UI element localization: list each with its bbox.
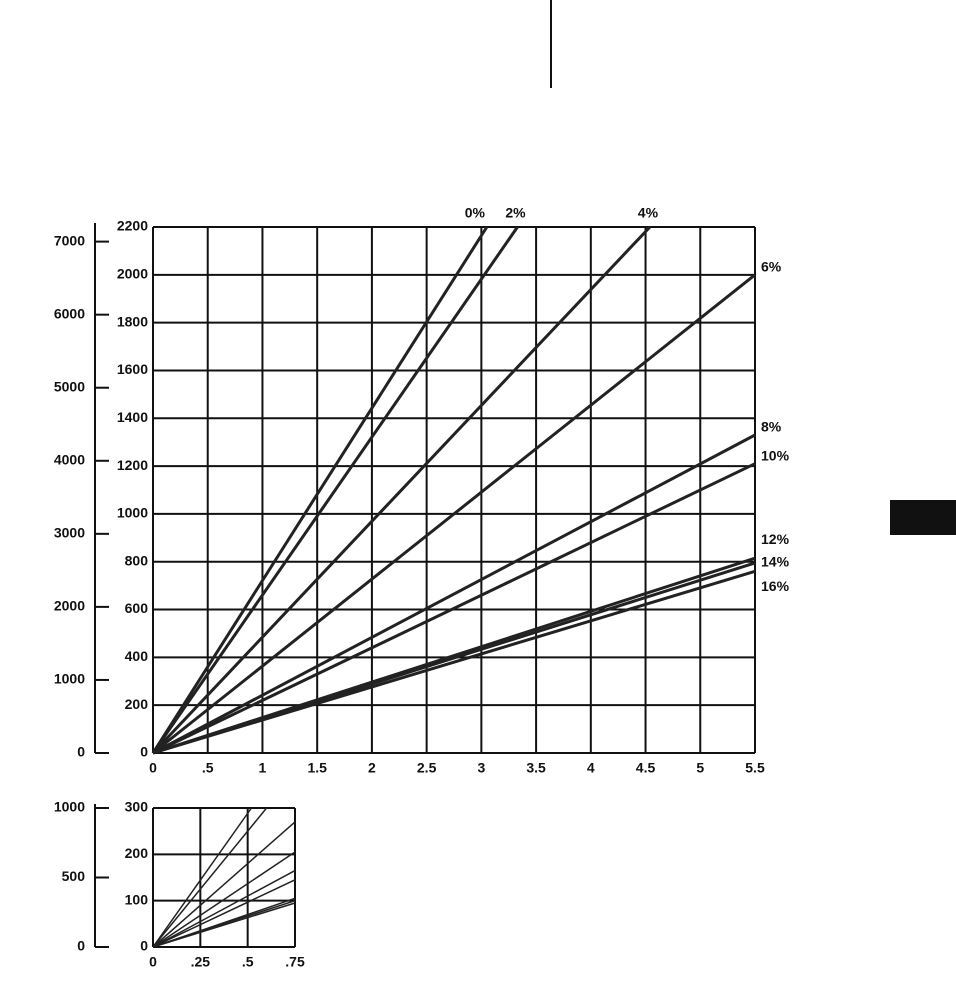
y2-tick-label: 4000 [54,451,85,467]
y2-tick-label: 7000 [54,232,85,248]
y-tick-label: 1800 [117,313,148,329]
series-label: 16% [761,578,790,594]
series-line [151,225,652,755]
x-tick-label: 0 [149,760,157,776]
series-line [152,821,296,948]
y-tick-label: 200 [125,696,149,712]
series-line [152,902,296,948]
series-label: 14% [761,554,790,570]
y2-tick-label: 5000 [54,378,85,394]
y-tick-label: 800 [125,552,149,568]
series-line [152,807,268,948]
y-tick-label: 1200 [117,457,148,473]
y2-tick-label: 1000 [54,799,85,815]
x-tick-label: .5 [202,760,214,776]
series-label: 10% [761,447,790,463]
y2-tick-label: 6000 [54,305,85,321]
series-label: 8% [761,419,782,435]
y-tick-label: 600 [125,600,149,616]
series-label: 6% [761,259,782,275]
series-line [152,462,756,755]
y-tick-label: 1600 [117,361,148,377]
y2-tick-label: 500 [62,868,86,884]
x-tick-label: 4 [587,760,595,776]
x-tick-label: .25 [191,954,211,970]
y-tick-label: 300 [125,799,149,815]
series-line [152,879,296,948]
x-tick-label: .75 [285,954,305,970]
x-tick-label: 5 [696,760,704,776]
series-line [152,851,296,948]
y2-tick-label: 0 [77,938,85,954]
y-tick-label: 1000 [117,505,148,521]
x-tick-label: 4.5 [636,760,656,776]
series-line [151,226,489,754]
y-tick-label: 200 [125,845,149,861]
series-line [152,273,756,755]
y-tick-label: 0 [140,938,148,954]
series-line [152,869,296,948]
y2-tick-label: 3000 [54,525,85,541]
series-line [152,569,756,755]
series-line [152,807,253,948]
y-tick-label: 0 [140,744,148,760]
x-tick-label: 1 [259,760,267,776]
x-tick-label: .5 [242,954,254,970]
x-tick-label: 2.5 [417,760,437,776]
series-line [152,433,756,755]
y2-tick-label: 1000 [54,671,85,687]
y-tick-label: 1400 [117,409,148,425]
series-label: 0% [465,205,486,221]
x-tick-label: 3 [477,760,485,776]
x-tick-label: 0 [149,954,157,970]
series-label: 4% [638,205,659,221]
y-tick-label: 400 [125,648,149,664]
x-tick-label: 2 [368,760,376,776]
series-label: 12% [761,531,790,547]
y-tick-label: 2000 [117,266,148,282]
series-label: 2% [505,205,526,221]
x-tick-label: 1.5 [307,760,327,776]
x-tick-label: 3.5 [526,760,546,776]
series-line [151,226,519,754]
y2-tick-label: 0 [77,744,85,760]
y-tick-label: 100 [125,891,149,907]
x-tick-label: 5.5 [745,760,765,776]
thumb-tab [890,500,956,535]
y-tick-label: 2200 [117,218,148,234]
y2-tick-label: 2000 [54,598,85,614]
